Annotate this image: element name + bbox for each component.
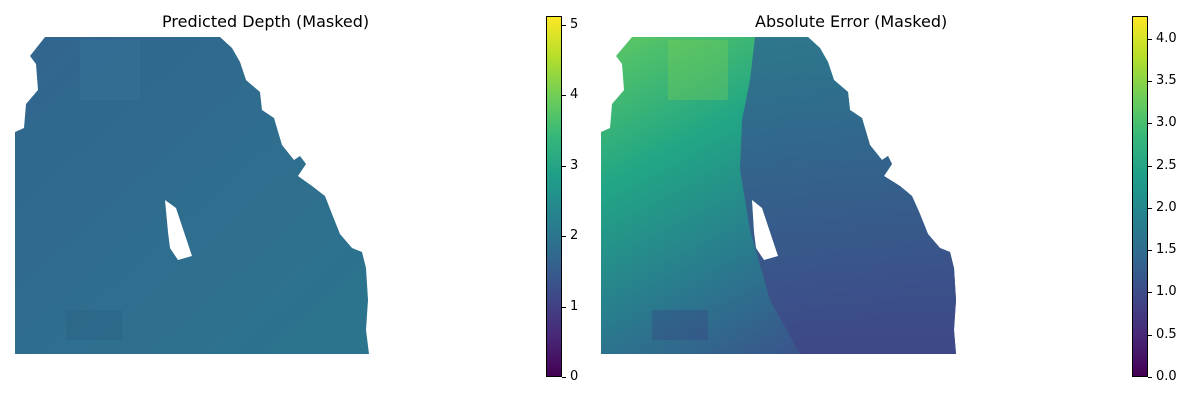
panel-2-title: Absolute Error (Masked) (755, 12, 948, 31)
colorbar-tick-label: 1 (570, 298, 579, 314)
colorbar-tick-mark (1148, 165, 1152, 167)
colorbar-tick-mark (562, 95, 566, 97)
error-hole (752, 200, 778, 260)
colorbar-tick-mark (562, 377, 566, 378)
colorbar-tick-label: 3.0 (1156, 115, 1177, 131)
colorbar-tick-mark (1148, 207, 1152, 209)
colorbar-tick-label: 0.5 (1156, 326, 1177, 342)
predicted-depth-image (15, 37, 369, 354)
depth-map-region (15, 37, 369, 354)
colorbar-tick-mark (1148, 334, 1152, 336)
colorbar-tick-mark (562, 24, 566, 26)
colorbar-tick-label: 3 (570, 157, 579, 173)
colorbar-tick-label: 4 (570, 87, 579, 103)
colorbar-tick-mark (1148, 250, 1152, 252)
colorbar-tick-label: 4.0 (1156, 30, 1177, 46)
colorbar-tick-mark (562, 165, 566, 167)
panel-1-title: Predicted Depth (Masked) (162, 12, 370, 31)
colorbar-tick-mark (1148, 292, 1152, 294)
error-colorbar (1132, 16, 1148, 377)
depth-colorbar (546, 16, 562, 377)
depth-window-pattern (66, 40, 140, 340)
colorbar-tick-label: 0 (570, 369, 579, 384)
colorbar-tick-mark (562, 236, 566, 238)
colorbar-tick-label: 1.5 (1156, 242, 1177, 258)
colorbar-tick-label: 2 (570, 228, 579, 244)
colorbar-tick-label: 5 (570, 16, 579, 32)
colorbar-tick-mark (562, 306, 566, 308)
depth-hole (165, 200, 192, 260)
error-right-region (740, 37, 956, 354)
colorbar-tick-label: 2.0 (1156, 199, 1177, 215)
colorbar-tick-mark (1148, 80, 1152, 82)
colorbar-tick-label: 2.5 (1156, 157, 1177, 173)
error-window-pattern (652, 40, 728, 340)
colorbar-tick-label: 3.5 (1156, 72, 1177, 88)
colorbar-tick-label: 1.0 (1156, 284, 1177, 300)
colorbar-tick-mark (1148, 123, 1152, 125)
colorbar-tick-mark (1148, 38, 1152, 40)
colorbar-tick-label: 0.0 (1156, 369, 1177, 384)
colorbar-tick-mark (1148, 377, 1152, 378)
